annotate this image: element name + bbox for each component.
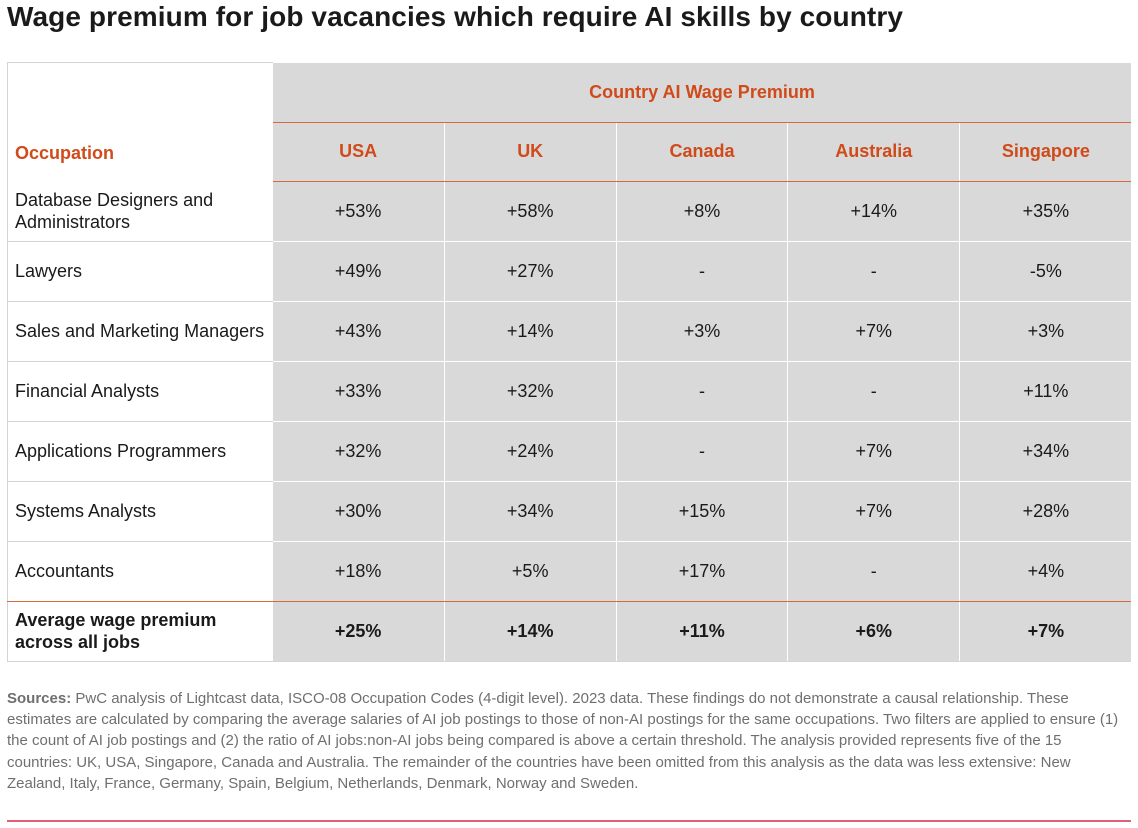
value-cell: +27% (444, 241, 617, 302)
value-cell: +7% (787, 421, 961, 482)
table-row: Financial Analysts +33% +32% - - +11% (7, 361, 1132, 422)
value-cell: - (787, 241, 961, 302)
value-cell: +32% (444, 361, 617, 422)
occupation-cell: Sales and Marketing Managers (7, 301, 273, 362)
country-header-australia: Australia (787, 122, 961, 182)
average-label-cell: Average wage premium across all jobs (7, 601, 273, 662)
country-header-canada: Canada (616, 122, 789, 182)
table-row: Systems Analysts +30% +34% +15% +7% +28% (7, 481, 1132, 542)
table-row: Database Designers and Administrators +5… (7, 181, 1132, 242)
country-header-singapore: Singapore (959, 122, 1132, 182)
table-row: Accountants +18% +5% +17% - +4% (7, 541, 1132, 602)
average-value-cell: +7% (959, 601, 1132, 662)
average-value-cell: +25% (272, 601, 445, 662)
table-row: Sales and Marketing Managers +43% +14% +… (7, 301, 1132, 362)
occupation-cell: Lawyers (7, 241, 273, 302)
occupation-cell: Applications Programmers (7, 421, 273, 482)
value-cell: +14% (444, 301, 617, 362)
value-cell: +11% (959, 361, 1132, 422)
value-cell: +3% (616, 301, 789, 362)
average-row: Average wage premium across all jobs +25… (7, 601, 1132, 662)
sources-label: Sources: (7, 690, 72, 707)
value-cell: +18% (272, 541, 445, 602)
sources-note: Sources: PwC analysis of Lightcast data,… (7, 688, 1127, 794)
value-cell: +24% (444, 421, 617, 482)
value-cell: +7% (787, 301, 961, 362)
occupation-cell: Accountants (7, 541, 273, 602)
value-cell: +17% (616, 541, 789, 602)
value-cell: +28% (959, 481, 1132, 542)
value-cell: +3% (959, 301, 1132, 362)
value-cell: - (616, 421, 789, 482)
average-value-cell: +11% (616, 601, 789, 662)
value-cell: - (787, 541, 961, 602)
value-cell: +5% (444, 541, 617, 602)
value-cell: +15% (616, 481, 789, 542)
value-cell: +14% (787, 181, 961, 242)
page-title: Wage premium for job vacancies which req… (7, 1, 904, 32)
bottom-divider (7, 820, 1131, 822)
value-cell: - (616, 361, 789, 422)
value-cell: +8% (616, 181, 789, 242)
average-value-cell: +6% (787, 601, 961, 662)
value-cell: +34% (959, 421, 1132, 482)
sources-text: PwC analysis of Lightcast data, ISCO-08 … (7, 690, 1119, 792)
table-row: Applications Programmers +32% +24% - +7%… (7, 421, 1132, 482)
table-row: Lawyers +49% +27% - - -5% (7, 241, 1132, 302)
value-cell: +34% (444, 481, 617, 542)
value-cell: - (616, 241, 789, 302)
country-header-uk: UK (444, 122, 617, 182)
country-group-header: Country AI Wage Premium (272, 62, 1132, 123)
wage-premium-table: Occupation Country AI Wage Premium USA U… (7, 62, 1132, 662)
value-cell: +32% (272, 421, 445, 482)
country-header-usa: USA (272, 122, 445, 182)
value-cell: +30% (272, 481, 445, 542)
value-cell: +43% (272, 301, 445, 362)
value-cell: +7% (787, 481, 961, 542)
occupation-cell: Database Designers and Administrators (7, 181, 273, 242)
value-cell: +53% (272, 181, 445, 242)
value-cell: +58% (444, 181, 617, 242)
value-cell: - (787, 361, 961, 422)
occupation-column-header: Occupation (7, 62, 273, 181)
value-cell: +49% (272, 241, 445, 302)
value-cell: +35% (959, 181, 1132, 242)
average-value-cell: +14% (444, 601, 617, 662)
value-cell: +4% (959, 541, 1132, 602)
value-cell: +33% (272, 361, 445, 422)
occupation-cell: Financial Analysts (7, 361, 273, 422)
value-cell: -5% (959, 241, 1132, 302)
occupation-cell: Systems Analysts (7, 481, 273, 542)
